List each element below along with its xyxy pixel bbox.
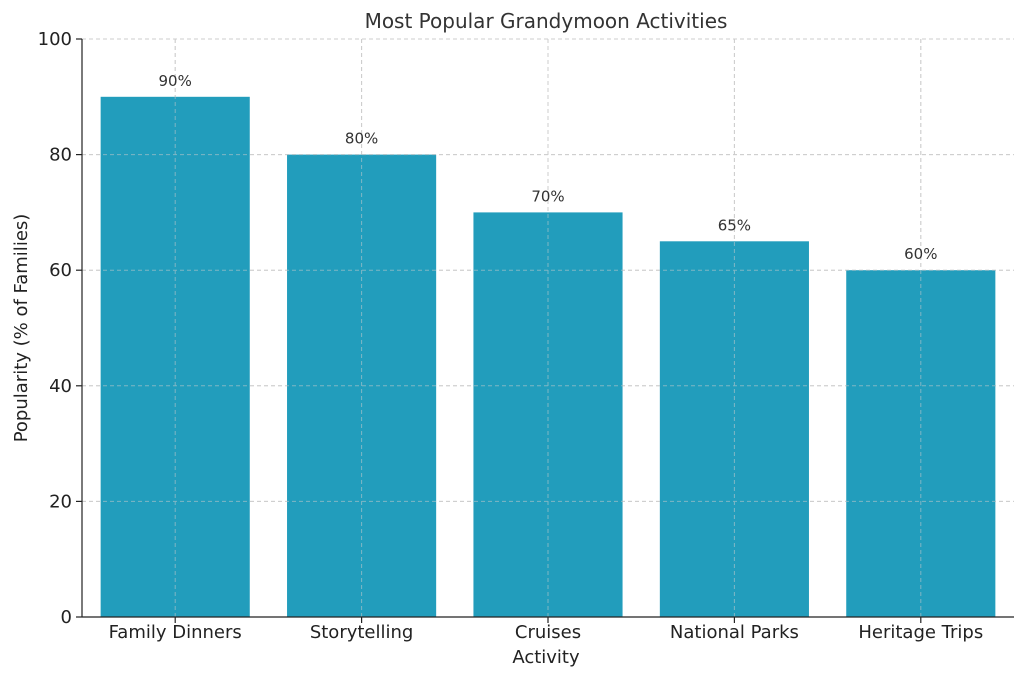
bar-data-label: 80% [345, 130, 378, 148]
x-tick-label: Storytelling [310, 622, 414, 643]
chart-title: Most Popular Grandymoon Activities [365, 9, 728, 33]
bar-data-label: 90% [159, 72, 192, 90]
y-tick-label: 100 [38, 29, 72, 50]
bar [659, 241, 809, 618]
y-tick-label: 60 [49, 260, 72, 281]
x-tick-label: National Parks [670, 622, 799, 643]
bar-data-label: 60% [904, 245, 937, 263]
y-tick-label: 0 [61, 607, 72, 628]
y-tick-label: 40 [49, 376, 72, 397]
x-tick-label: Heritage Trips [858, 622, 983, 643]
axes-layer [76, 38, 1014, 623]
x-tick-label: Family Dinners [109, 622, 242, 643]
bar-data-label: 70% [531, 187, 564, 205]
bar-data-label: 65% [718, 216, 751, 234]
x-tick-label: Cruises [515, 622, 581, 643]
y-axis-title: Popularity (% of Families) [11, 214, 32, 443]
x-axis-title: Activity [512, 647, 580, 668]
y-tick-label: 20 [49, 491, 72, 512]
labels-layer: 0 20 40 60 80 100 Family Dinners 90% Storytellin… [38, 29, 984, 643]
y-tick-label: 80 [49, 145, 72, 166]
